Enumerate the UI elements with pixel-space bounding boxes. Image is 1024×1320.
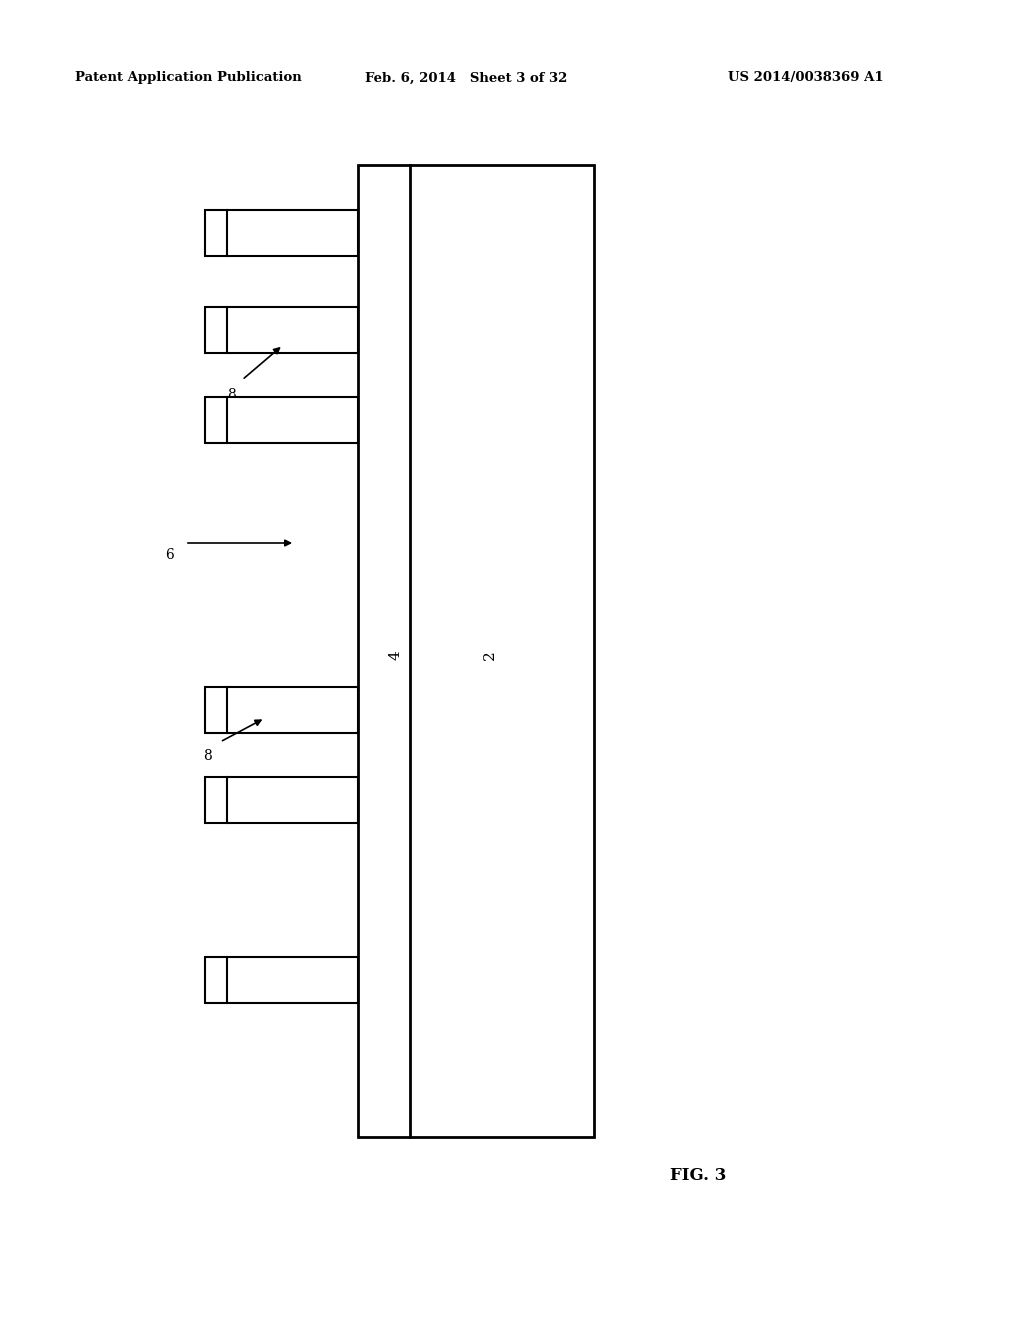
Text: 8: 8 — [203, 748, 211, 763]
Bar — [205, 210, 358, 256]
Text: 2: 2 — [483, 651, 497, 660]
Bar — [205, 957, 358, 1003]
Bar — [358, 165, 594, 1137]
Text: Feb. 6, 2014   Sheet 3 of 32: Feb. 6, 2014 Sheet 3 of 32 — [365, 71, 567, 84]
Text: 8: 8 — [227, 388, 237, 403]
Text: 9: 9 — [288, 326, 298, 334]
Text: 9: 9 — [288, 796, 298, 804]
Text: 10: 10 — [211, 793, 221, 807]
Text: 9: 9 — [288, 706, 298, 714]
Bar — [205, 686, 358, 733]
Text: 6: 6 — [166, 548, 174, 562]
Bar — [205, 777, 358, 822]
Bar — [205, 308, 358, 352]
Text: FIG. 3: FIG. 3 — [670, 1167, 726, 1184]
Text: 10: 10 — [211, 226, 221, 240]
Text: 10: 10 — [211, 702, 221, 717]
Text: US 2014/0038369 A1: US 2014/0038369 A1 — [728, 71, 884, 84]
Text: 4: 4 — [388, 651, 402, 660]
Text: Patent Application Publication: Patent Application Publication — [75, 71, 302, 84]
Bar — [205, 397, 358, 444]
